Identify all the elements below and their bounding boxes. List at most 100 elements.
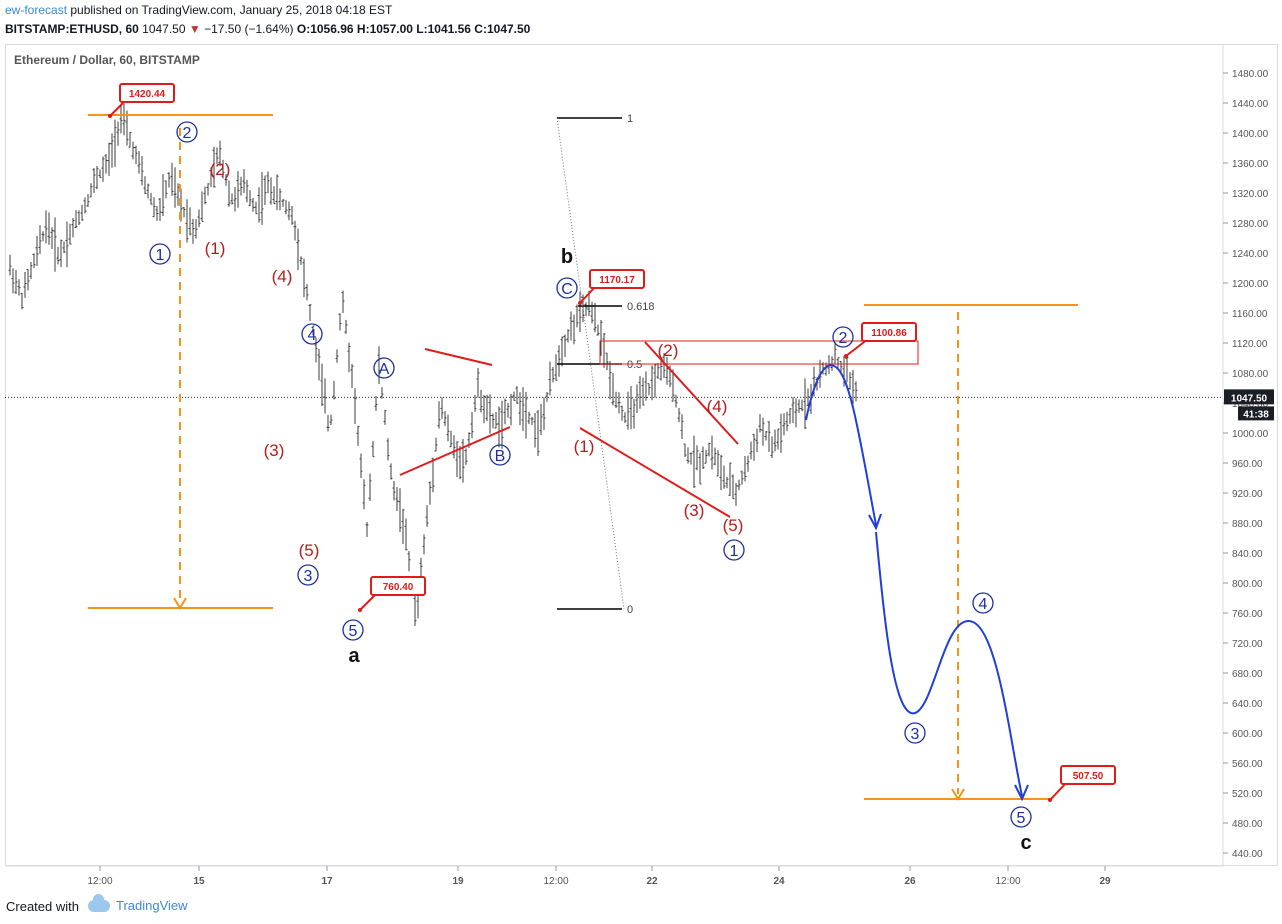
- last-price-badge: [1224, 389, 1274, 405]
- circled-wave-label-circle: [297, 564, 319, 586]
- circled-wave-label-circle: [342, 619, 364, 641]
- callout-target-text: 507.50: [1073, 771, 1104, 782]
- forecast-path-leg-c: [875, 531, 1023, 797]
- price-tick-label: 680.00: [1232, 669, 1263, 680]
- time-tick-label: 17: [321, 876, 333, 887]
- price-chart[interactable]: 1 0.618 0.5 0 1420.44 760.40 1170.17 1100.86 507…: [0, 0, 1282, 890]
- paren-wave-label: (4): [707, 397, 728, 416]
- circled-wave-label-circle: [373, 357, 395, 379]
- author-link[interactable]: ew-forecast: [5, 3, 68, 17]
- price-tick-label: 1440.00: [1232, 99, 1269, 110]
- callout-low-text: 760.40: [383, 582, 414, 593]
- created-with-text: Created with: [6, 899, 79, 914]
- price-tick-label: 440.00: [1232, 849, 1263, 860]
- circled-wave-label-circle: [832, 326, 854, 348]
- callout-b-box: [589, 269, 645, 289]
- circled-wave-label: 4: [308, 327, 317, 344]
- circled-wave-label-circle: [176, 121, 198, 143]
- diagonal-upper-line: [644, 341, 739, 445]
- ohlc-values: O:1056.96 H:1057.00 L:1041.56 C:1047.50: [296, 22, 531, 36]
- callout-high-text: 1420.44: [129, 89, 166, 100]
- callout-target-dot: [1048, 798, 1052, 802]
- circled-wave-label-circle: [556, 277, 578, 299]
- price-tick-label: 480.00: [1232, 819, 1263, 830]
- circled-wave-label: C: [561, 281, 573, 298]
- diagonal-lower-line: [579, 427, 731, 518]
- wave-letter-b: b: [561, 246, 573, 268]
- paren-wave-label: (2): [210, 160, 231, 179]
- change-value: −17.50 (−1.64%): [204, 22, 294, 36]
- time-tick-label: 22: [646, 876, 658, 887]
- arrow-head-a: [173, 597, 187, 610]
- price-tick-label: 960.00: [1232, 459, 1263, 470]
- paren-wave-label: (3): [684, 501, 705, 520]
- tradingview-logo[interactable]: TradingView: [88, 893, 188, 913]
- paren-wave-label: (5): [299, 541, 320, 560]
- price-tick-label: 840.00: [1232, 549, 1263, 560]
- time-tick-label: 26: [904, 876, 916, 887]
- circled-wave-label: 4: [979, 596, 988, 613]
- time-axis: 12:00 15 17 19 12:00 22 24 26 12:00 29: [5, 865, 1223, 887]
- triangle-upper-line: [424, 348, 493, 366]
- price-tick-label: 1240.00: [1232, 249, 1269, 260]
- time-tick-label: 29: [1099, 876, 1111, 887]
- forecast-arrow-head-2: [1014, 784, 1029, 802]
- paren-wave-label: (4): [272, 267, 293, 286]
- time-tick-label: 12:00: [995, 876, 1020, 887]
- paren-wave-label: (2): [658, 341, 679, 360]
- wave-letter-c: c: [1020, 832, 1031, 854]
- circled-wave-label: 2: [183, 125, 192, 142]
- callout-b-text: 1170.17: [599, 275, 635, 286]
- callout-low-dot: [358, 608, 362, 612]
- circled-wave-label: 5: [1017, 810, 1026, 827]
- callout-high-box: [119, 83, 175, 103]
- publish-line: ew-forecast published on TradingView.com…: [5, 3, 392, 17]
- callout-2-dot: [844, 354, 848, 358]
- circled-wave-label: 5: [349, 623, 358, 640]
- price-tick-label: 560.00: [1232, 759, 1263, 770]
- paren-wave-label: (1): [574, 437, 595, 456]
- circled-wave-label: 1: [730, 543, 739, 560]
- price-tick-label: 1280.00: [1232, 219, 1269, 230]
- paren-wave-label: (1): [205, 239, 226, 258]
- circled-wave-label: 3: [911, 726, 920, 743]
- callout-2-text: 1100.86: [871, 328, 907, 339]
- change-arrow-icon: ▼: [188, 22, 201, 36]
- price-tick-label: 1360.00: [1232, 159, 1269, 170]
- circled-wave-label: B: [495, 448, 506, 465]
- fib-level-0-label: 0: [627, 604, 633, 616]
- callout-high-dot: [108, 114, 112, 118]
- brand-name: TradingView: [116, 898, 188, 913]
- price-tick-label: 920.00: [1232, 489, 1263, 500]
- symbol-label: BITSTAMP:ETHUSD, 60: [5, 22, 139, 36]
- wave-letter-a: a: [348, 645, 360, 667]
- fib-level-05-label: 0.5: [627, 359, 642, 371]
- price-tick-label: 880.00: [1232, 519, 1263, 530]
- price-tick-label: 800.00: [1232, 579, 1263, 590]
- circled-wave-label-circle: [301, 323, 323, 345]
- price-tick-label: 1400.00: [1232, 129, 1269, 140]
- price-tick-label: 640.00: [1232, 699, 1263, 710]
- countdown-label: 41:38: [1243, 409, 1269, 420]
- time-tick-label: 12:00: [543, 876, 568, 887]
- circled-wave-label-circle: [1010, 806, 1032, 828]
- footer: Created with TradingView: [0, 890, 1282, 924]
- circled-wave-label-circle: [149, 243, 171, 265]
- countdown-badge: [1238, 406, 1274, 421]
- chart-title: Ethereum / Dollar, 60, BITSTAMP: [14, 53, 200, 67]
- ohlc-line: BITSTAMP:ETHUSD, 60 1047.50 ▼ −17.50 (−1…: [5, 22, 530, 36]
- price-tick-label: 1320.00: [1232, 189, 1269, 200]
- price-tick-label: 1160.00: [1232, 309, 1268, 320]
- circled-wave-label-circle: [723, 539, 745, 561]
- time-tick-label: 15: [193, 876, 205, 887]
- price-tick-label: 1080.00: [1232, 369, 1269, 380]
- price-tick-label: 760.00: [1232, 609, 1263, 620]
- price-tick-label: 1200.00: [1232, 279, 1269, 290]
- paren-wave-label: (3): [264, 441, 285, 460]
- time-tick-label: 19: [452, 876, 464, 887]
- last-price-label: 1047.50: [1231, 393, 1268, 404]
- time-tick-label: 12:00: [87, 876, 112, 887]
- circled-wave-label: 2: [839, 330, 848, 347]
- drawing-overlays: 1 0.618 0.5 0 1420.44 760.40 1170.17 1100.86 507…: [5, 83, 1223, 854]
- triangle-lower-line: [399, 426, 511, 476]
